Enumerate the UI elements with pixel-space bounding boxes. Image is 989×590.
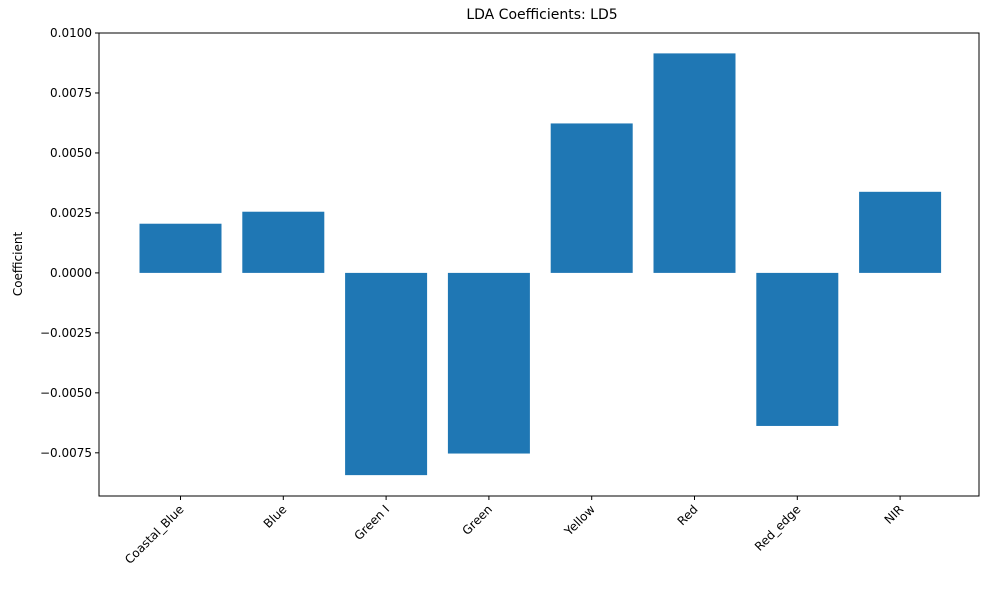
y-tick-label: 0.0050 xyxy=(50,146,92,160)
x-axis: Coastal_Blue Blue Green I Green Yellow Red Red… xyxy=(122,496,906,567)
y-tick-label: −0.0050 xyxy=(40,386,92,400)
x-tick-label: Green I xyxy=(351,502,392,543)
x-tick-label: NIR xyxy=(882,502,907,527)
y-tick-label: −0.0075 xyxy=(40,446,92,460)
y-tick-label: 0.0075 xyxy=(50,86,92,100)
bar-green xyxy=(447,272,530,454)
y-axis-label: Coefficient xyxy=(11,232,25,297)
y-tick-label: 0.0025 xyxy=(50,206,92,220)
x-tick-label: Yellow xyxy=(561,502,598,539)
bar-red xyxy=(653,53,736,273)
x-tick-label: Green xyxy=(459,502,495,538)
plot-frame xyxy=(98,32,980,497)
y-axis: −0.0075 −0.0050 −0.0025 0.0000 0.0025 0.0050 0… xyxy=(40,26,99,460)
chart-title: LDA Coefficients: LD5 xyxy=(466,7,617,23)
bar-red-edge xyxy=(756,272,839,426)
bar-nir xyxy=(859,191,942,273)
y-tick-label: −0.0025 xyxy=(40,326,92,340)
x-tick-label: Coastal_Blue xyxy=(122,502,187,567)
y-tick-label: 0.0100 xyxy=(50,26,92,40)
x-tick-label: Red xyxy=(675,502,701,528)
x-tick-label: Blue xyxy=(261,502,290,531)
bar-yellow xyxy=(550,123,633,273)
x-tick-label: Red_edge xyxy=(752,502,803,553)
bar-blue xyxy=(242,211,325,273)
y-tick-label: 0.0000 xyxy=(50,266,92,280)
bar-coastal-blue xyxy=(139,223,222,273)
bar-green-i xyxy=(345,272,428,476)
bars-group xyxy=(139,53,942,476)
